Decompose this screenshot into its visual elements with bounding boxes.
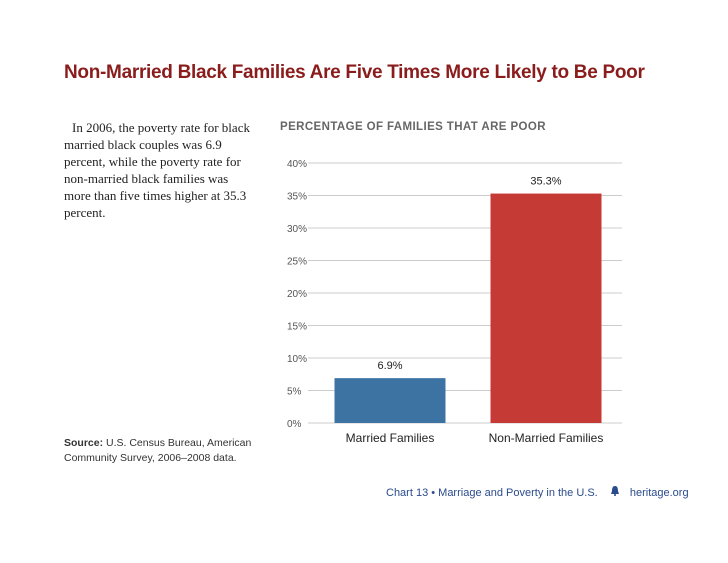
y-tick-label: 25% (287, 257, 307, 268)
bar-value-label: 6.9% (377, 360, 402, 372)
liberty-bell-icon (609, 485, 621, 499)
x-category-label: Non-Married Families (489, 431, 604, 445)
source-label: Source: (64, 437, 104, 449)
chart-number-label: Chart 13 • Marriage and Poverty in the U… (386, 487, 598, 499)
chart-main-title: Non-Married Black Families Are Five Time… (64, 62, 645, 83)
bar-non-married (490, 193, 602, 423)
chart-footer: Chart 13 • Marriage and Poverty in the U… (386, 485, 689, 499)
chart-description: In 2006, the poverty rate for black marr… (64, 120, 250, 220)
y-tick-label: 10% (287, 354, 307, 365)
site-link[interactable]: heritage.org (629, 487, 689, 499)
source-text: U.S. Census Bureau, American Community S… (64, 437, 252, 464)
y-tick-label: 40% (287, 159, 307, 170)
source-note: Source: U.S. Census Bureau, American Com… (64, 436, 264, 466)
y-tick-label: 15% (287, 322, 307, 333)
bar-married (334, 378, 446, 423)
y-tick-label: 30% (287, 224, 307, 235)
x-category-label: Married Families (346, 431, 435, 445)
y-tick-label: 20% (287, 289, 307, 300)
y-tick-label: 35% (287, 192, 307, 203)
y-tick-label: 0% (287, 419, 302, 430)
y-tick-label: 5% (287, 387, 302, 398)
chart-title: PERCENTAGE OF FAMILIES THAT ARE POOR (280, 121, 546, 133)
bar-value-label: 35.3% (530, 176, 561, 188)
